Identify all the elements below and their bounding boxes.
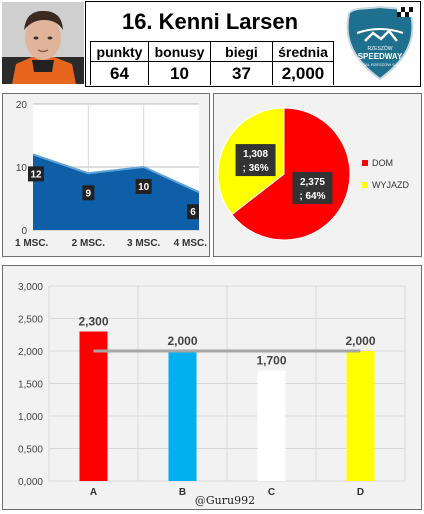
pie-label-bg [235,144,276,177]
bar-data-label: 2,000 [167,334,197,348]
team-logo: RZESZÓW SPEEDWAY STAL RZESZÓW S.A. [341,3,419,83]
x-tick-label: B [179,487,186,498]
stat-value-heats: 37 [210,61,272,85]
pie-label-percent: ; 36% [242,163,268,174]
y-tick-label: 2,500 [18,315,43,326]
area-chart: 0 10 20 12 9 10 6 1 MSC. 2 MSC. 3 MSC. 4 MSC. [15,100,208,249]
bar-data-label: 2,300 [78,315,108,329]
stat-value-bonuses: 10 [148,61,210,85]
data-label: 12 [30,169,42,180]
y-tick-label: 10 [16,163,28,174]
stat-label-bonuses: bonusy [148,41,210,61]
data-label: 6 [190,207,196,218]
stat-value-average: 2,000 [272,61,334,85]
x-tick-label: D [357,487,364,498]
speedway-logo-icon: RZESZÓW SPEEDWAY STAL RZESZÓW S.A. [346,5,414,81]
bar-chart-panel: 0,000 0,500 1,000 1,500 2,000 2,500 3,000 2,300… [2,265,422,510]
header-table [85,1,421,87]
y-tick-label: 0,500 [18,445,43,456]
bar-data-label: 1,700 [256,354,286,368]
data-label: 10 [138,182,150,193]
pie-label-percent: ; 64% [299,191,325,202]
x-tick-label: 1 MSC. [15,238,49,249]
data-label-bg [82,185,95,201]
y-tick-label: 20 [16,100,28,111]
rider-title: 16. Kenni Larsen [121,9,299,34]
rider-portrait-image [2,2,84,84]
stat-label-points: punkty [90,41,148,61]
rider-photo [2,2,84,84]
pie-chart-panel: 2,375 ; 64% 1,308 ; 36% DOM WYJAZD [213,93,422,257]
logo-text-city: RZESZÓW [368,45,393,52]
pie-label-value: 1,308 [243,149,268,160]
x-tick-label: 4 MSC. [174,238,208,249]
legend-label: DOM [372,158,393,168]
y-tick-label: 3,000 [18,282,43,293]
y-tick-label: 0 [21,226,27,237]
legend-label: WYJAZD [372,180,409,190]
x-tick-label: A [90,487,97,498]
bar-b [168,351,197,481]
x-tick-label: 3 MSC. [127,238,161,249]
area-chart-panel: 0 10 20 12 9 10 6 1 MSC. 2 MSC. 3 MSC. 4 MSC. [2,93,210,257]
pie-chart: 2,375 ; 64% 1,308 ; 36% DOM WYJAZD [217,107,409,241]
stat-value-points: 64 [90,61,148,85]
y-tick-label: 0,000 [18,477,43,488]
bar-c [257,370,286,481]
y-tick-label: 2,000 [18,347,43,358]
x-tick-label: 2 MSC. [72,238,106,249]
area-series [33,154,199,230]
logo-text-speedway: SPEEDWAY [358,52,403,61]
bar-a [79,331,108,481]
pie-label-value: 2,375 [300,177,325,188]
bar-data-label: 2,000 [345,334,375,348]
bar-d [346,351,375,481]
pie-label-bg [292,171,333,204]
y-tick-label: 1,500 [18,380,43,391]
data-label-bg [28,166,44,182]
y-tick-label: 1,000 [18,412,43,423]
logo-text-club: STAL RZESZÓW S.A. [360,62,399,67]
stat-label-heats: biegi [210,41,272,61]
legend-swatch [362,182,368,188]
stat-label-average: średnia [272,41,334,61]
pie-slice-dom [231,107,351,241]
data-label-bg [187,204,199,220]
data-label-bg [135,179,152,194]
x-tick-label: C [268,487,275,498]
legend-swatch [362,160,368,166]
credit-text: @Guru992 [195,494,255,507]
data-label: 9 [86,188,92,199]
area-series-line [32,153,200,194]
bar-chart: 0,000 0,500 1,000 1,500 2,000 2,500 3,000 2,300… [18,282,406,507]
